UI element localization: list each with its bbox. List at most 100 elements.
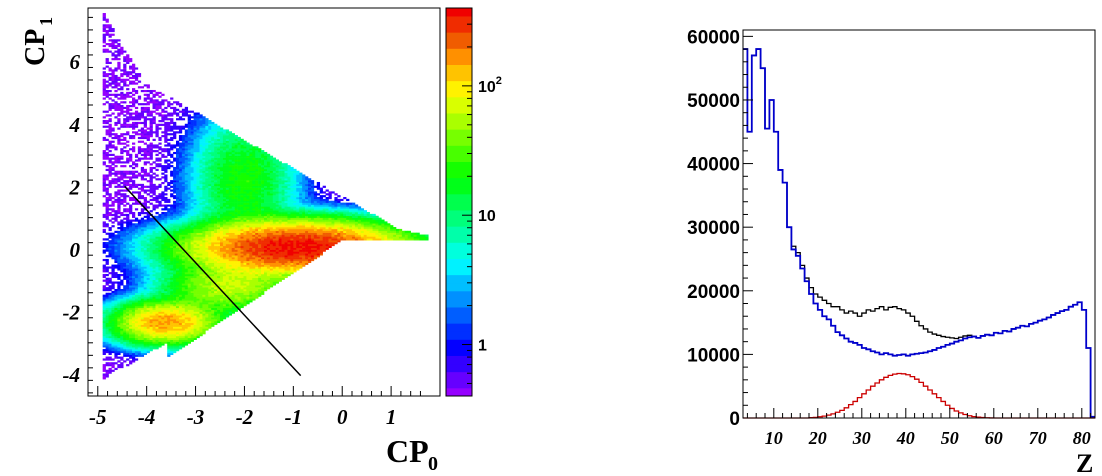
heatmap-cell: [117, 97, 121, 100]
heatmap-cell: [137, 116, 142, 119]
heatmap-cell: [225, 176, 230, 179]
heatmap-cell: [187, 121, 191, 125]
heatmap-cell: [228, 185, 233, 188]
heatmap-cell: [123, 302, 127, 305]
heatmap-cell: [140, 264, 145, 267]
heatmap-cell: [161, 319, 165, 322]
heatmap-cell: [217, 258, 221, 262]
heatmap-cell: [217, 281, 221, 284]
heatmap-cell: [105, 287, 109, 290]
heatmap-cell: [143, 341, 147, 344]
heatmap-cell: [190, 305, 194, 309]
heatmap-cell: [102, 225, 106, 228]
heatmap-cell: [222, 313, 227, 316]
heatmap-cell: [228, 296, 233, 299]
heatmap-cell: [173, 277, 177, 280]
heatmap-cell: [126, 320, 130, 324]
heatmap-cell: [117, 287, 121, 290]
heatmap-cell: [114, 324, 118, 327]
heatmap-cell: [214, 215, 218, 218]
heatmap-cell: [126, 219, 130, 222]
heatmap-cell: [220, 191, 224, 194]
heatmap-cell: [117, 221, 121, 224]
heatmap-cell: [225, 298, 230, 301]
heatmap-cell: [202, 146, 206, 149]
heatmap-cell: [199, 332, 203, 335]
heatmap-cell: [117, 118, 121, 121]
heatmap-cell: [111, 202, 115, 205]
heatmap-cell: [137, 255, 142, 258]
heatmap-cell: [167, 339, 171, 342]
heatmap-cell: [117, 223, 121, 226]
heatmap-cell: [181, 230, 186, 233]
heatmap-cell: [126, 270, 130, 273]
heatmap-cell: [187, 273, 191, 277]
heatmap-cell: [137, 290, 142, 294]
heatmap-cell: [184, 200, 189, 203]
heatmap-cell: [155, 277, 159, 280]
heatmap-cell: [170, 251, 174, 254]
heatmap-cell: [117, 238, 121, 241]
heatmap-cell: [199, 238, 203, 241]
heatmap-cell: [102, 268, 106, 271]
heatmap-cell: [149, 242, 153, 245]
heatmap-cell: [120, 200, 124, 203]
heatmap-cell: [187, 232, 191, 235]
heatmap-cell: [140, 332, 145, 335]
heatmap-cell: [126, 298, 130, 301]
heatmap-cell: [143, 168, 147, 172]
heatmap-cell: [222, 161, 227, 164]
heatmap-cell: [225, 262, 230, 265]
heatmap-cell: [193, 120, 197, 123]
heatmap-cell: [225, 238, 230, 241]
heatmap-cell: [228, 208, 233, 211]
heatmap-cell: [178, 260, 183, 264]
heatmap-cell: [152, 290, 156, 294]
heatmap-cell: [102, 223, 106, 226]
heatmap-cell: [205, 268, 209, 271]
heatmap-cell: [208, 228, 212, 232]
heatmap-cell: [184, 243, 189, 247]
heatmap-cell: [146, 315, 150, 318]
heatmap-cell: [132, 105, 136, 108]
heatmap-cell: [214, 292, 218, 295]
heatmap-cell: [173, 347, 177, 350]
heatmap-cell: [117, 313, 121, 316]
heatmap-cell: [202, 311, 206, 314]
heatmap-cell: [108, 227, 112, 230]
heatmap-cell: [123, 58, 127, 61]
heatmap-cell: [178, 305, 183, 309]
heatmap-cell: [132, 332, 136, 335]
heatmap-cell: [117, 364, 121, 367]
heatmap-cell: [108, 103, 112, 106]
heatmap-cell: [176, 230, 180, 233]
heatmap-cell: [187, 307, 191, 310]
heatmap-cell: [129, 315, 133, 318]
heatmap-cell: [193, 155, 197, 158]
heatmap-cell: [117, 266, 121, 269]
heatmap-cell: [190, 185, 194, 188]
heatmap-cell: [167, 133, 171, 136]
heatmap-cell: [167, 212, 171, 215]
heatmap-cell: [220, 260, 224, 264]
heatmap-cell: [170, 319, 174, 322]
heatmap-cell: [193, 281, 197, 284]
heatmap-cell: [178, 142, 183, 145]
heatmap-cell: [178, 198, 183, 202]
heatmap-cell: [187, 270, 191, 273]
heatmap-cell: [126, 339, 130, 342]
heatmap-cell: [167, 332, 171, 335]
heatmap-cell: [105, 20, 109, 23]
heatmap-cell: [167, 270, 171, 273]
heatmap-cell: [146, 320, 150, 324]
heatmap-cell: [205, 157, 209, 160]
heatmap-cell: [137, 249, 142, 252]
heatmap-cell: [225, 279, 230, 282]
heatmap-cell: [202, 150, 206, 153]
heatmap-cell: [199, 275, 203, 279]
heatmap-cell: [143, 191, 147, 194]
heatmap-cell: [211, 232, 215, 235]
heatmap-cell: [105, 144, 109, 147]
heatmap-cell: [202, 185, 206, 188]
heatmap-cell: [220, 304, 224, 307]
